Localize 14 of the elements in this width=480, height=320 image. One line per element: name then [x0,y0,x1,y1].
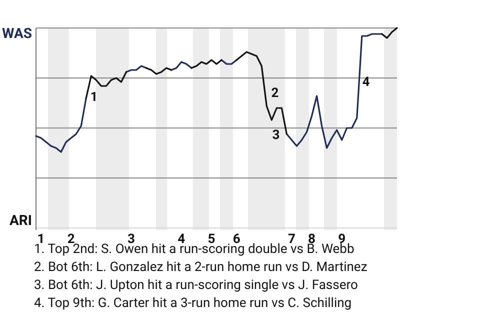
text: 3. Bot 6th: J. Upton hit a run-scoring single vs J. Fassero [34,278,358,293]
text: WAS [2,26,32,42]
x-tick-label: 6 [232,232,241,247]
annotation: 4 [362,75,370,90]
annotation: 1 [90,90,98,105]
x-tick-label: 3 [128,232,135,247]
annotation: 3 [272,128,280,143]
text: ARI [10,213,32,229]
x-tick-label: 5 [208,232,216,247]
annotation: 2 [271,86,279,101]
x-tick-label: 4 [178,232,186,247]
text: 4. Top 9th: G. Carter hit a 3-run home run vs C. Schilling [34,296,352,311]
text: 2. Bot 6th: L. Gonzalez hit a 2-run home run vs D. Martinez [34,260,368,275]
x-tick-label: 7 [288,232,296,247]
